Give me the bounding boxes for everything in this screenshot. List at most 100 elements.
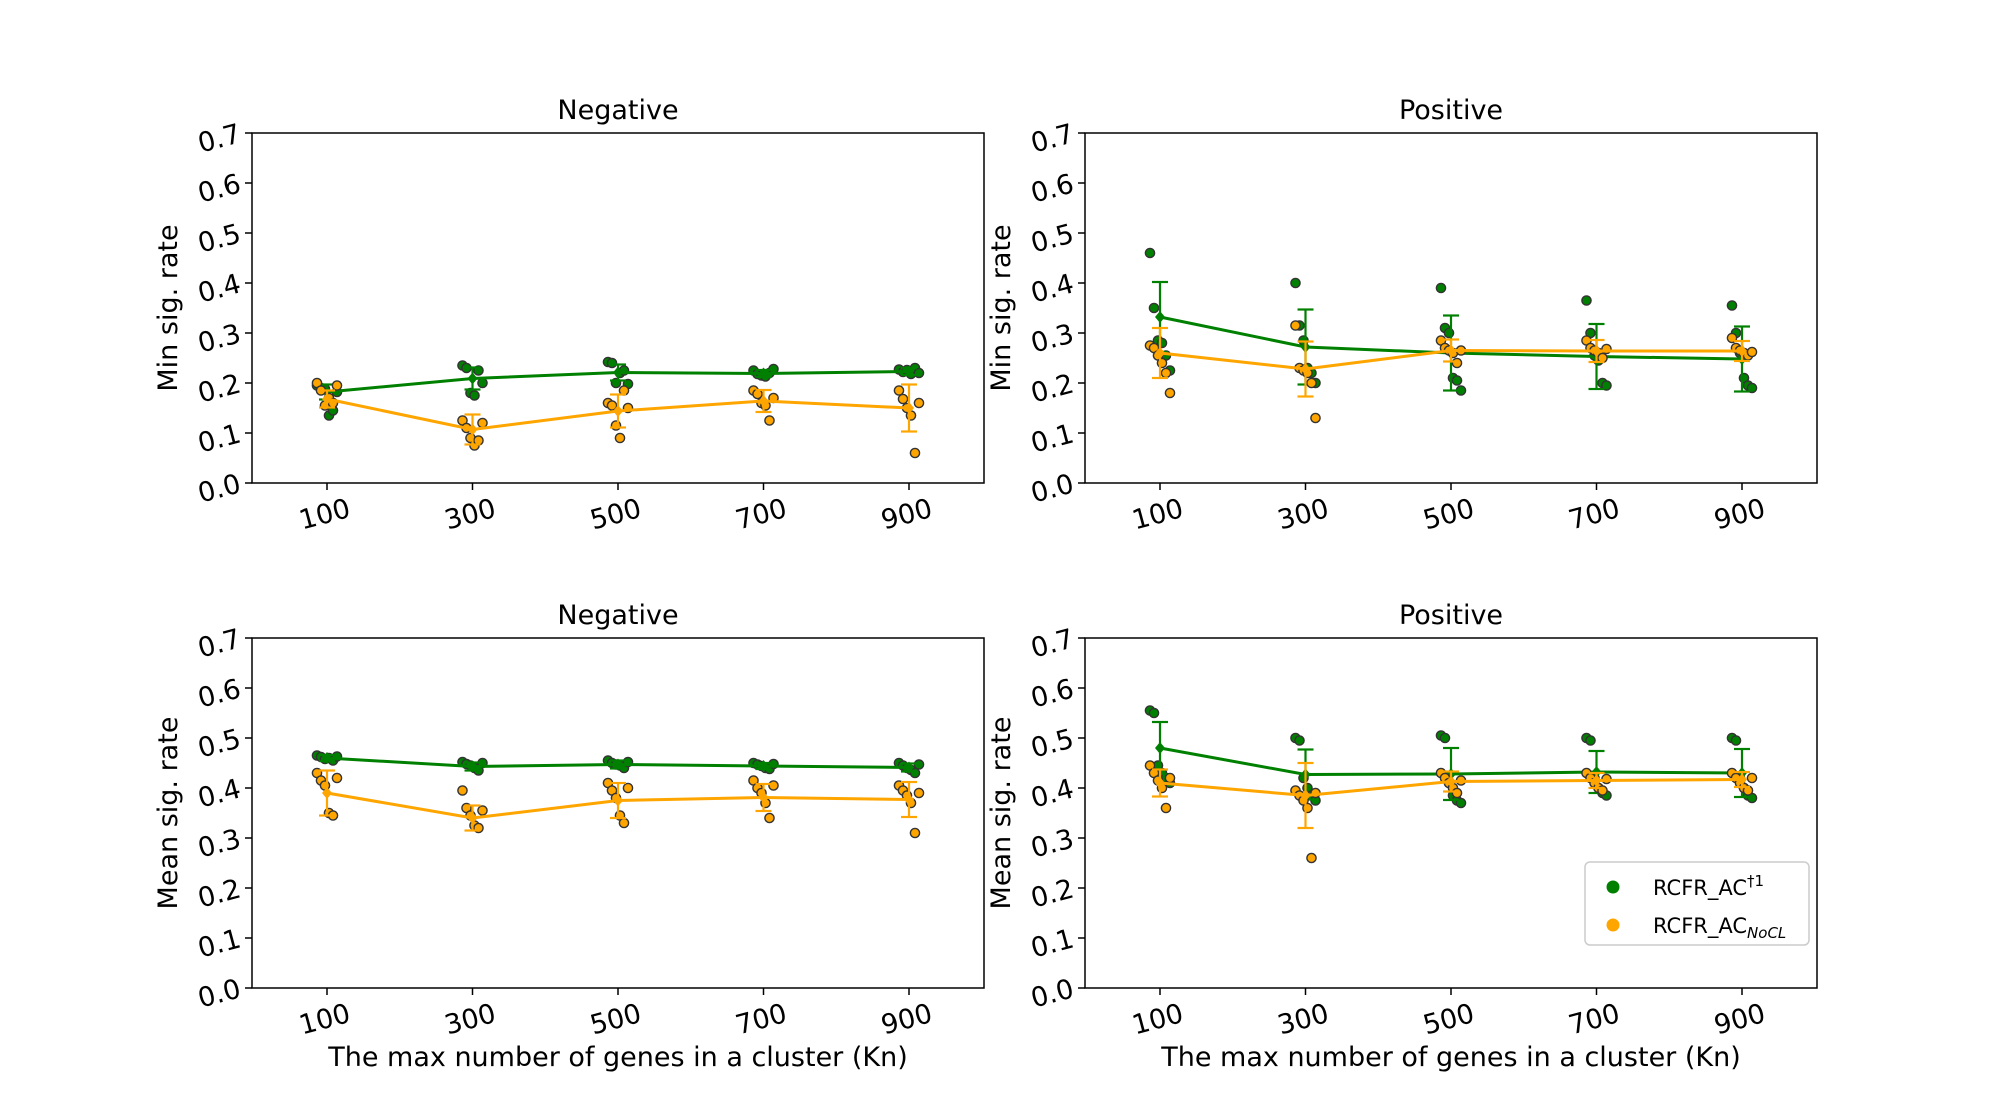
x-tick-label: 100 (1129, 493, 1187, 536)
data-point (1746, 382, 1758, 394)
x-tick-label: 500 (587, 493, 645, 536)
data-point (764, 812, 775, 824)
y-tick-label: 0.7 (195, 624, 245, 665)
mean-marker (1300, 789, 1311, 802)
chart-panel-3: Negative 0.0 0.1 0.2 0.3 0.4 0.5 0.6 0.7 100 300 50… (153, 600, 985, 1073)
mean-marker (322, 752, 332, 764)
y-axis-label: Mean sig. rate (986, 717, 1017, 910)
data-point (1746, 346, 1758, 358)
data-point (1310, 412, 1321, 424)
mean-marker (1591, 774, 1602, 787)
data-point (457, 785, 468, 796)
series-orange (1144, 760, 1758, 864)
plot-frame (251, 132, 985, 484)
legend-label-text: RCFR_AC (1653, 914, 1747, 939)
y-tick-label: 0.5 (1028, 219, 1078, 260)
data-point (1148, 302, 1160, 314)
chart-panel-1: Negative 0.0 0.1 0.2 0.3 0.4 0.5 0.6 0.7 100 300 50… (153, 95, 985, 536)
chart-title: Positive (1399, 600, 1503, 631)
data-point (622, 782, 634, 794)
data-point (1306, 852, 1317, 864)
data-point (1435, 282, 1447, 294)
mean-marker (1300, 363, 1311, 375)
data-point (1451, 357, 1463, 369)
data-point (893, 385, 905, 396)
data-point (614, 432, 626, 444)
data-point (909, 827, 921, 839)
mean-marker (613, 405, 623, 417)
mean-marker (758, 760, 769, 772)
data-point (1148, 707, 1160, 719)
y-tick-label: 0.0 (1028, 469, 1078, 510)
chart-title: Positive (1399, 95, 1503, 126)
data-point (331, 772, 343, 784)
y-tick-label: 0.2 (1028, 874, 1078, 915)
mean-marker (1446, 775, 1456, 788)
data-point (1290, 277, 1301, 289)
mean-marker (904, 793, 914, 806)
data-point (1160, 802, 1172, 814)
data-point (477, 805, 488, 816)
y-tick-label: 0.5 (195, 724, 245, 765)
x-tick-label: 300 (441, 493, 499, 536)
legend-label: RCFR_ACNoCL (1653, 914, 1786, 942)
data-point (618, 817, 630, 829)
y-tick-label: 0.7 (1028, 119, 1078, 160)
chart-title: Negative (557, 95, 678, 126)
y-tick-label: 0.3 (195, 319, 245, 360)
mean-marker (1155, 311, 1165, 323)
data-point (1156, 357, 1168, 369)
x-tick-label: 700 (732, 493, 790, 536)
mean-marker (613, 794, 623, 807)
legend-marker (1606, 918, 1620, 932)
y-tick-label: 0.7 (195, 119, 245, 160)
data-point (606, 357, 618, 369)
data-point (1439, 732, 1451, 744)
y-tick-label: 0.7 (1028, 624, 1078, 665)
mean-marker (467, 812, 478, 824)
y-tick-label: 0.4 (195, 774, 245, 815)
y-tick-label: 0.4 (1028, 774, 1078, 815)
y-tick-label: 0.1 (195, 924, 245, 965)
data-point (913, 787, 925, 799)
data-point (477, 377, 488, 389)
data-point (1581, 295, 1592, 306)
data-point (764, 415, 775, 426)
series-green (311, 750, 925, 779)
plot-frame (1084, 637, 1818, 989)
data-point (1302, 802, 1313, 814)
mean-marker (613, 758, 623, 771)
mean-marker (1446, 344, 1456, 357)
x-tick-label: 500 (587, 998, 645, 1041)
chart-panel-4: Positive 0.0 0.1 0.2 0.3 0.4 0.5 0.6 0.7 100 300 50… (986, 600, 1818, 1073)
y-tick-label: 0.1 (1028, 924, 1078, 965)
legend-label-subscript: NoCL (1747, 924, 1786, 942)
legend-marker (1606, 880, 1620, 894)
y-tick-label: 0.0 (195, 469, 245, 510)
data-point (1585, 735, 1596, 746)
x-tick-label: 300 (1274, 998, 1332, 1041)
mean-marker (467, 423, 478, 436)
mean-marker (758, 395, 769, 407)
mean-marker (758, 367, 769, 380)
y-tick-label: 0.3 (195, 824, 245, 865)
mean-marker (1155, 742, 1165, 754)
data-point (897, 393, 909, 405)
mean-marker (467, 760, 478, 773)
y-tick-label: 0.4 (195, 269, 245, 310)
data-point (913, 367, 925, 379)
y-tick-label: 0.2 (1028, 369, 1078, 410)
y-tick-label: 0.5 (1028, 724, 1078, 765)
series-orange (311, 377, 925, 459)
y-axis-label: Mean sig. rate (153, 717, 184, 910)
y-tick-label: 0.6 (1028, 674, 1078, 715)
y-axis-label: Min sig. rate (986, 224, 1017, 391)
series-green (1144, 247, 1758, 396)
x-tick-label: 100 (1129, 998, 1187, 1041)
x-tick-label: 500 (1420, 493, 1478, 536)
x-tick-label: 700 (732, 998, 790, 1041)
mean-marker (467, 372, 478, 385)
y-tick-label: 0.6 (195, 169, 245, 210)
mean-marker (1155, 777, 1165, 789)
data-point (1160, 367, 1172, 379)
